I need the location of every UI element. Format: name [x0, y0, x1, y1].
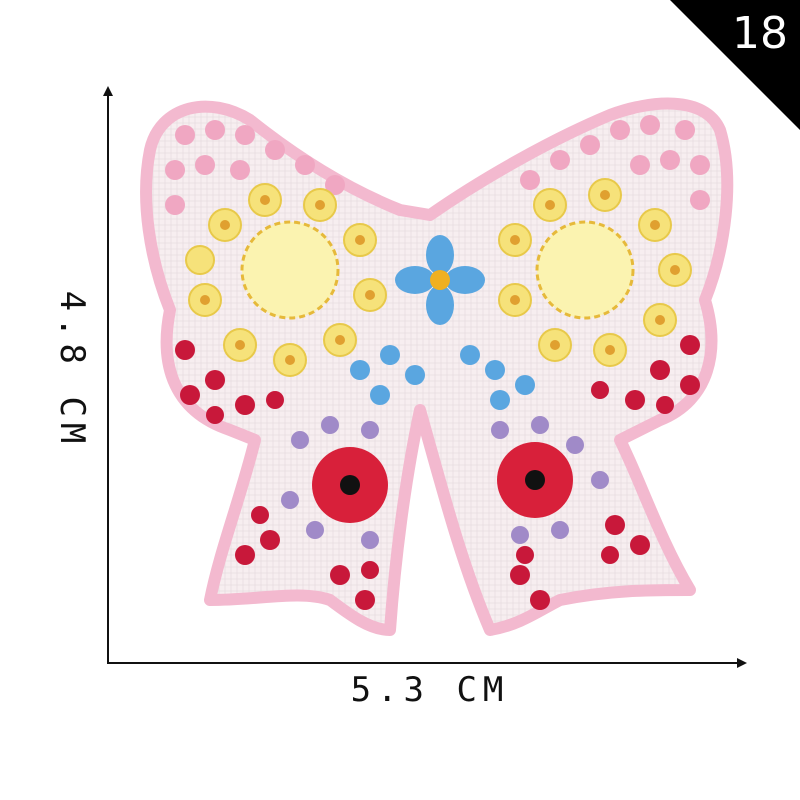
badge-number: 18: [732, 8, 788, 59]
yellow-flowers-right: [498, 178, 692, 367]
width-axis-line: [107, 662, 739, 664]
red-berries: [175, 335, 700, 610]
height-axis-line: [107, 92, 109, 664]
red-flower-left: [312, 447, 388, 523]
height-axis-arrow: [103, 86, 113, 96]
pink-stitch-top: [165, 115, 710, 215]
red-flower-right: [497, 442, 573, 518]
yellow-flowers-left: [185, 183, 387, 377]
purple-stitch: [281, 416, 609, 549]
blue-flower-center: [395, 235, 485, 325]
width-axis-arrow: [737, 658, 747, 668]
blue-stitch-ribbons: [350, 345, 535, 410]
width-label: 5.3 CM: [350, 670, 510, 710]
height-label: 4.8 CM: [52, 290, 92, 450]
